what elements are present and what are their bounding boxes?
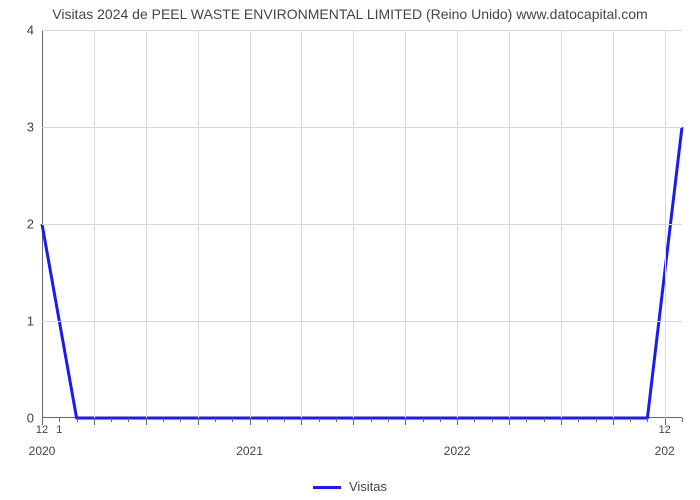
gridline-h [42,321,682,322]
x-tick [301,418,302,425]
gridline-v [561,30,562,418]
gridline-v [146,30,147,418]
x-tick [561,418,562,425]
x-month-label: 1 [56,424,62,436]
y-tick-label: 0 [27,411,34,426]
x-tick [457,418,458,425]
x-tick [250,418,251,425]
legend: Visitas [0,479,700,494]
x-tick [42,418,43,425]
x-tick [59,418,60,422]
x-year-label: 2021 [236,444,263,458]
x-month-label: 12 [659,424,671,436]
x-tick [544,418,545,422]
x-tick [423,418,424,422]
x-tick [474,418,475,422]
x-tick [128,418,129,422]
x-tick [215,418,216,422]
y-tick-label: 1 [27,314,34,329]
x-tick [596,418,597,422]
gridline-v [94,30,95,418]
x-month-row: 12112 [42,424,682,440]
gridline-v [198,30,199,418]
x-tick [405,418,406,425]
gridline-v [301,30,302,418]
x-month-label: 12 [36,424,48,436]
x-year-label: 202 [655,444,675,458]
gridline-v [353,30,354,418]
x-tick [509,418,510,425]
plot-area: 12112 01234202020212022202 [42,30,682,418]
x-tick [630,418,631,422]
x-tick [371,418,372,422]
gridline-v [613,30,614,418]
x-tick [284,418,285,422]
gridline-h [42,30,682,31]
x-tick [647,418,648,422]
y-tick-label: 4 [27,23,34,38]
legend-swatch [313,486,341,489]
chart-title: Visitas 2024 de PEEL WASTE ENVIRONMENTAL… [0,6,700,22]
x-tick [336,418,337,422]
x-tick [665,418,666,425]
legend-label: Visitas [349,479,387,494]
gridline-v [250,30,251,418]
x-tick [492,418,493,422]
x-tick [578,418,579,422]
x-tick [146,418,147,425]
x-tick [163,418,164,422]
x-tick [267,418,268,422]
x-tick [111,418,112,422]
x-tick [94,418,95,425]
gridline-v [665,30,666,418]
x-tick [526,418,527,422]
x-tick [77,418,78,422]
y-tick-label: 2 [27,217,34,232]
x-tick [353,418,354,425]
x-year-label: 2020 [29,444,56,458]
y-tick-label: 3 [27,120,34,135]
x-tick [613,418,614,425]
x-tick [388,418,389,422]
gridline-v [509,30,510,418]
x-tick [198,418,199,425]
gridline-h [42,127,682,128]
gridline-h [42,224,682,225]
x-tick [180,418,181,422]
gridline-v [405,30,406,418]
series-line [42,127,682,418]
gridline-v [457,30,458,418]
x-tick [319,418,320,422]
x-tick [440,418,441,422]
x-tick [682,418,683,422]
x-tick [232,418,233,422]
x-year-label: 2022 [444,444,471,458]
